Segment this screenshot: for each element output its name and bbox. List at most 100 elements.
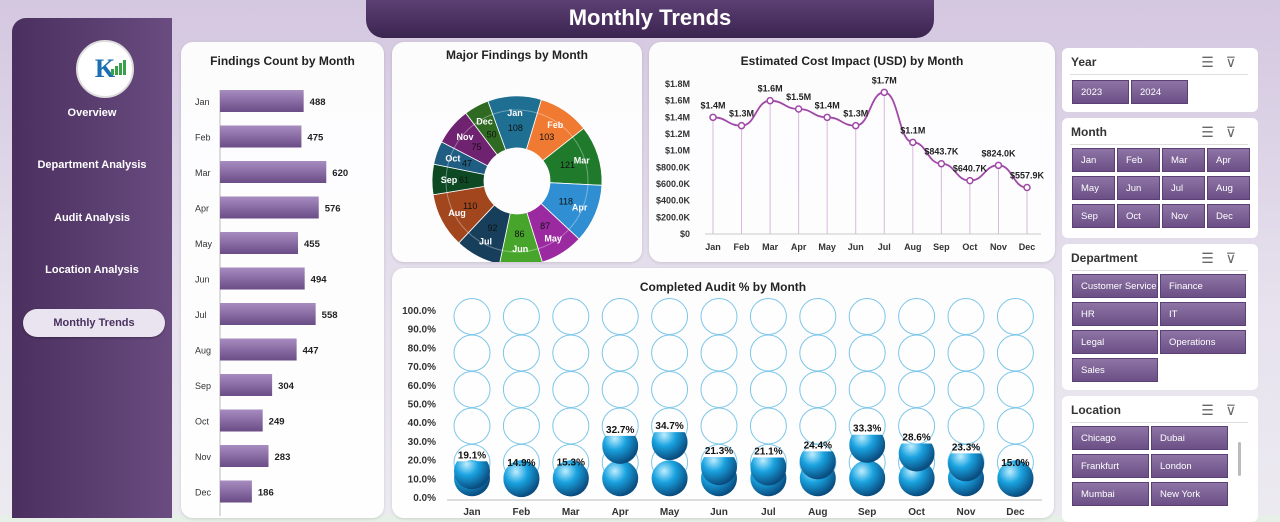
x-tick-label: Aug (808, 507, 827, 518)
y-tick-label: 60.0% (408, 381, 436, 392)
multi-select-icon[interactable]: ☰ (1201, 54, 1226, 70)
y-tick-label: 80.0% (408, 343, 436, 354)
x-tick-label: Aug (904, 242, 922, 252)
slice-value: 92 (487, 223, 497, 233)
data-label: $1.3M (843, 109, 868, 119)
empty-marker (996, 334, 1034, 372)
slicer-department-legal[interactable]: Legal (1072, 330, 1158, 354)
data-point-oct (966, 176, 974, 185)
slicer-department-it[interactable]: IT (1160, 302, 1246, 326)
clear-filter-icon[interactable]: ⊽ (1225, 250, 1248, 266)
slicer-location-mumbai[interactable]: Mumbai (1072, 482, 1149, 506)
slice-value: 87 (540, 221, 550, 231)
slice-label: May (544, 234, 562, 244)
sidebar-item-overview[interactable]: Overview (67, 107, 117, 119)
x-tick-label: Jan (463, 507, 480, 518)
empty-marker (453, 298, 491, 336)
clear-filter-icon[interactable]: ⊽ (1225, 124, 1248, 140)
slicer-department-operations[interactable]: Operations (1160, 330, 1246, 354)
slicer-month-feb[interactable]: Feb (1117, 148, 1160, 172)
sidebar-item-location-analysis[interactable]: Location Analysis (45, 264, 139, 276)
empty-marker (898, 334, 936, 372)
slicer-year-2023[interactable]: 2023 (1072, 80, 1129, 104)
y-tick-label: 40.0% (408, 418, 436, 429)
empty-marker (601, 370, 639, 408)
slicer-location-new-york[interactable]: New York (1151, 482, 1228, 506)
ring-divider (445, 109, 589, 253)
slicer-month-sep[interactable]: Sep (1072, 204, 1115, 228)
data-point-aug (909, 138, 917, 147)
slicer-location-london[interactable]: London (1151, 454, 1228, 478)
clear-filter-icon[interactable]: ⊽ (1225, 402, 1248, 418)
x-tick-label: Jul (878, 242, 891, 252)
value-marker-jul (750, 457, 787, 486)
slicer-location-dubai[interactable]: Dubai (1151, 426, 1228, 450)
data-label: 304 (278, 381, 295, 392)
data-label: 14.9% (507, 458, 535, 469)
data-label: 21.3% (705, 446, 733, 457)
clear-filter-icon[interactable]: ⊽ (1225, 54, 1248, 70)
y-tick-label: 30.0% (408, 437, 436, 448)
empty-marker (799, 407, 837, 445)
slicer-location-chicago[interactable]: Chicago (1072, 426, 1149, 450)
slicer-department-hr[interactable]: HR (1072, 302, 1158, 326)
slicer-month-nov[interactable]: Nov (1162, 204, 1205, 228)
chart-title: Completed Audit % by Month (639, 280, 807, 294)
data-label: 21.1% (754, 447, 782, 458)
empty-marker (799, 298, 837, 336)
category-label: Jul (195, 310, 207, 320)
sidebar-item-audit-analysis[interactable]: Audit Analysis (54, 212, 130, 224)
slice-value: 50 (487, 129, 497, 139)
slice-value: 86 (514, 229, 524, 239)
multi-select-icon[interactable]: ☰ (1201, 250, 1226, 266)
slicer-month-may[interactable]: May (1072, 176, 1115, 200)
multi-select-icon[interactable]: ☰ (1201, 402, 1226, 418)
slicer-year-2024[interactable]: 2024 (1131, 80, 1188, 104)
findings-count-card: Findings Count by Month Jan 488 Feb 475 Mar 6… (181, 42, 384, 518)
cost-impact-chart: $0 $200.0K $400.0K $600.0K $800.0K $1.0M $1.2M… (656, 75, 1045, 252)
chart-title: Findings Count by Month (210, 54, 355, 68)
slicer-location-frankfurt[interactable]: Frankfurt (1072, 454, 1149, 478)
data-label: 475 (307, 133, 324, 144)
slicer-department-customer-service[interactable]: Customer Service (1072, 274, 1158, 298)
x-tick-label: May (818, 242, 836, 252)
sidebar-item-department-analysis[interactable]: Department Analysis (37, 159, 147, 171)
category-label: May (195, 239, 213, 249)
slicer-month-dec[interactable]: Dec (1207, 204, 1250, 228)
data-point-apr (794, 105, 803, 113)
empty-marker (651, 370, 689, 408)
x-tick-label: Dec (1006, 507, 1025, 518)
sidebar-item-monthly-trends[interactable]: Monthly Trends (23, 309, 165, 337)
empty-marker (700, 298, 738, 336)
slicer-month-apr[interactable]: Apr (1207, 148, 1250, 172)
slicer-month-oct[interactable]: Oct (1117, 204, 1160, 228)
y-tick-label: $1.6M (665, 96, 690, 106)
empty-marker (749, 298, 787, 336)
data-label: 283 (275, 452, 291, 463)
data-label: 15.0% (1001, 458, 1029, 469)
y-tick-label: $1.8M (665, 79, 690, 89)
data-point-feb (737, 121, 746, 130)
y-tick-label: 100.0% (402, 306, 436, 317)
ball-apr (602, 460, 639, 497)
slicer-month-jan[interactable]: Jan (1072, 148, 1115, 172)
slicer-month-mar[interactable]: Mar (1162, 148, 1205, 172)
slicer-month-aug[interactable]: Aug (1207, 176, 1250, 200)
chart-title: Estimated Cost Impact (USD) by Month (740, 54, 964, 68)
multi-select-icon[interactable]: ☰ (1201, 124, 1226, 140)
slicer-month-jun[interactable]: Jun (1117, 176, 1160, 200)
empty-marker (799, 370, 837, 408)
value-marker-oct (898, 443, 935, 472)
slicer-month-jul[interactable]: Jul (1162, 176, 1205, 200)
category-label: Mar (195, 168, 211, 178)
empty-marker (601, 334, 639, 372)
slicer-department-sales[interactable]: Sales (1072, 358, 1158, 382)
x-tick-label: Feb (734, 242, 751, 252)
slicer-department-finance[interactable]: Finance (1160, 274, 1246, 298)
location-scrollbar[interactable] (1238, 442, 1241, 476)
data-label: 249 (269, 417, 285, 428)
status-strip (0, 515, 1280, 522)
x-tick-label: Jun (710, 507, 728, 518)
data-label: 28.6% (902, 433, 930, 444)
y-tick-label: 20.0% (408, 456, 436, 467)
